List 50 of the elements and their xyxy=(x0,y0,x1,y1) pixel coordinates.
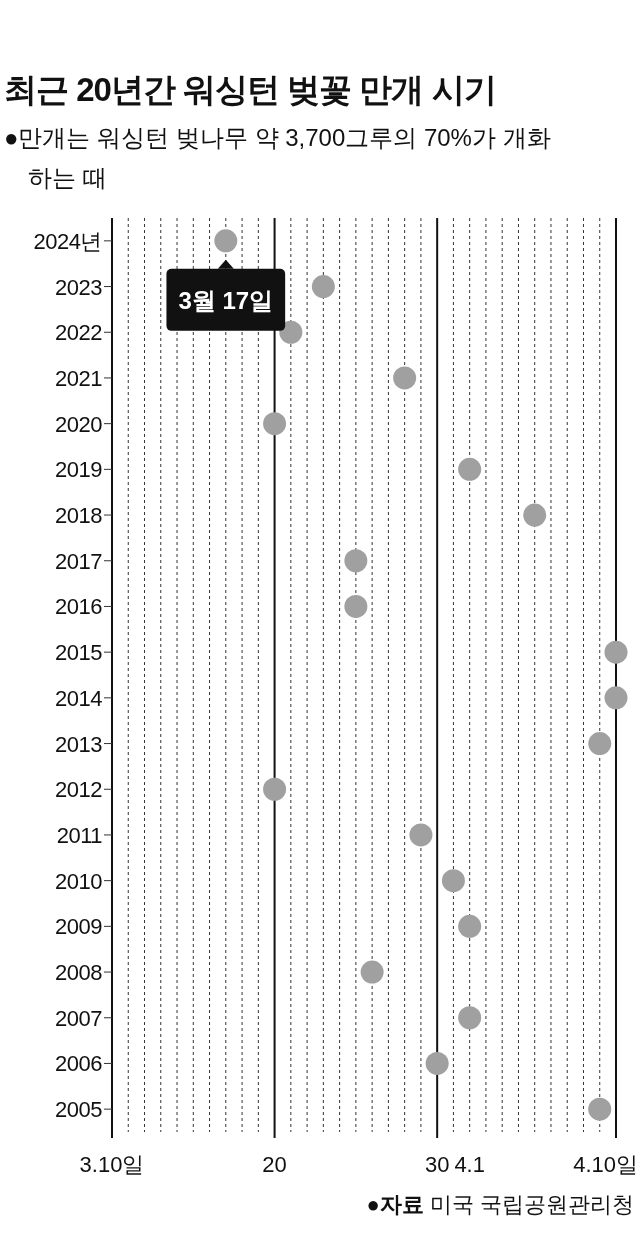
y-tick-label: 2010 xyxy=(55,868,103,894)
point xyxy=(458,914,482,938)
point xyxy=(458,1006,482,1030)
point xyxy=(588,732,612,756)
x-tick-label: 3.10일 xyxy=(79,1152,145,1177)
point xyxy=(523,503,547,527)
point xyxy=(409,823,433,847)
y-tick-label: 2016 xyxy=(55,594,103,620)
annotation: 3월 17일 xyxy=(178,286,274,314)
x-tick-label: 4.1 xyxy=(454,1152,485,1177)
point xyxy=(344,594,368,618)
y-tick-label: 2007 xyxy=(55,1005,103,1031)
y-tick-label: 2006 xyxy=(55,1051,103,1077)
y-tick-label: 2011 xyxy=(56,822,103,848)
y-tick-label: 2014 xyxy=(55,685,103,711)
x-tick-label: 20 xyxy=(262,1152,287,1177)
point xyxy=(311,275,335,299)
point xyxy=(588,1097,612,1121)
point xyxy=(441,869,465,893)
callout: 3월 17일 xyxy=(166,259,286,331)
point xyxy=(604,640,628,664)
point xyxy=(425,1051,449,1075)
point xyxy=(344,549,368,573)
y-tick-label: 2005 xyxy=(55,1097,103,1123)
y-tick-label: 2018 xyxy=(55,503,103,529)
point xyxy=(263,412,287,436)
point xyxy=(458,457,482,481)
x-tick-label: 4.10일 xyxy=(573,1152,638,1177)
point xyxy=(604,686,628,710)
y-tick-label: 2019 xyxy=(55,457,103,483)
subtitle: ●만개는 워싱턴 벚나무 약 3,700그루의 70%가 개화하는 때 xyxy=(4,123,552,193)
y-tick-label: 2008 xyxy=(55,960,103,986)
y-tick-label: 2013 xyxy=(55,731,103,757)
point xyxy=(279,320,303,344)
x-tick-label: 30 xyxy=(424,1152,450,1177)
title: 최근 20년간 워싱턴 벚꽃 만개 시기 xyxy=(4,70,496,110)
text: ●자료 미국 국립공원관리청 xyxy=(366,1192,634,1217)
y-tick-label: 2020 xyxy=(55,411,103,437)
y-tick-label: 2015 xyxy=(55,640,103,666)
y-tick-label: 2017 xyxy=(55,548,103,574)
point xyxy=(393,366,417,390)
point xyxy=(360,960,384,984)
y-tick-label: 2022 xyxy=(55,320,103,346)
y-tick-label: 2012 xyxy=(55,777,103,803)
y-tick-label: 2023 xyxy=(55,274,103,300)
y-tick-label: 2021 xyxy=(55,365,103,391)
y-tick-label: 2009 xyxy=(55,914,103,940)
point xyxy=(263,777,287,801)
y-tick-label: 2024년 xyxy=(33,228,102,254)
point xyxy=(214,229,238,253)
